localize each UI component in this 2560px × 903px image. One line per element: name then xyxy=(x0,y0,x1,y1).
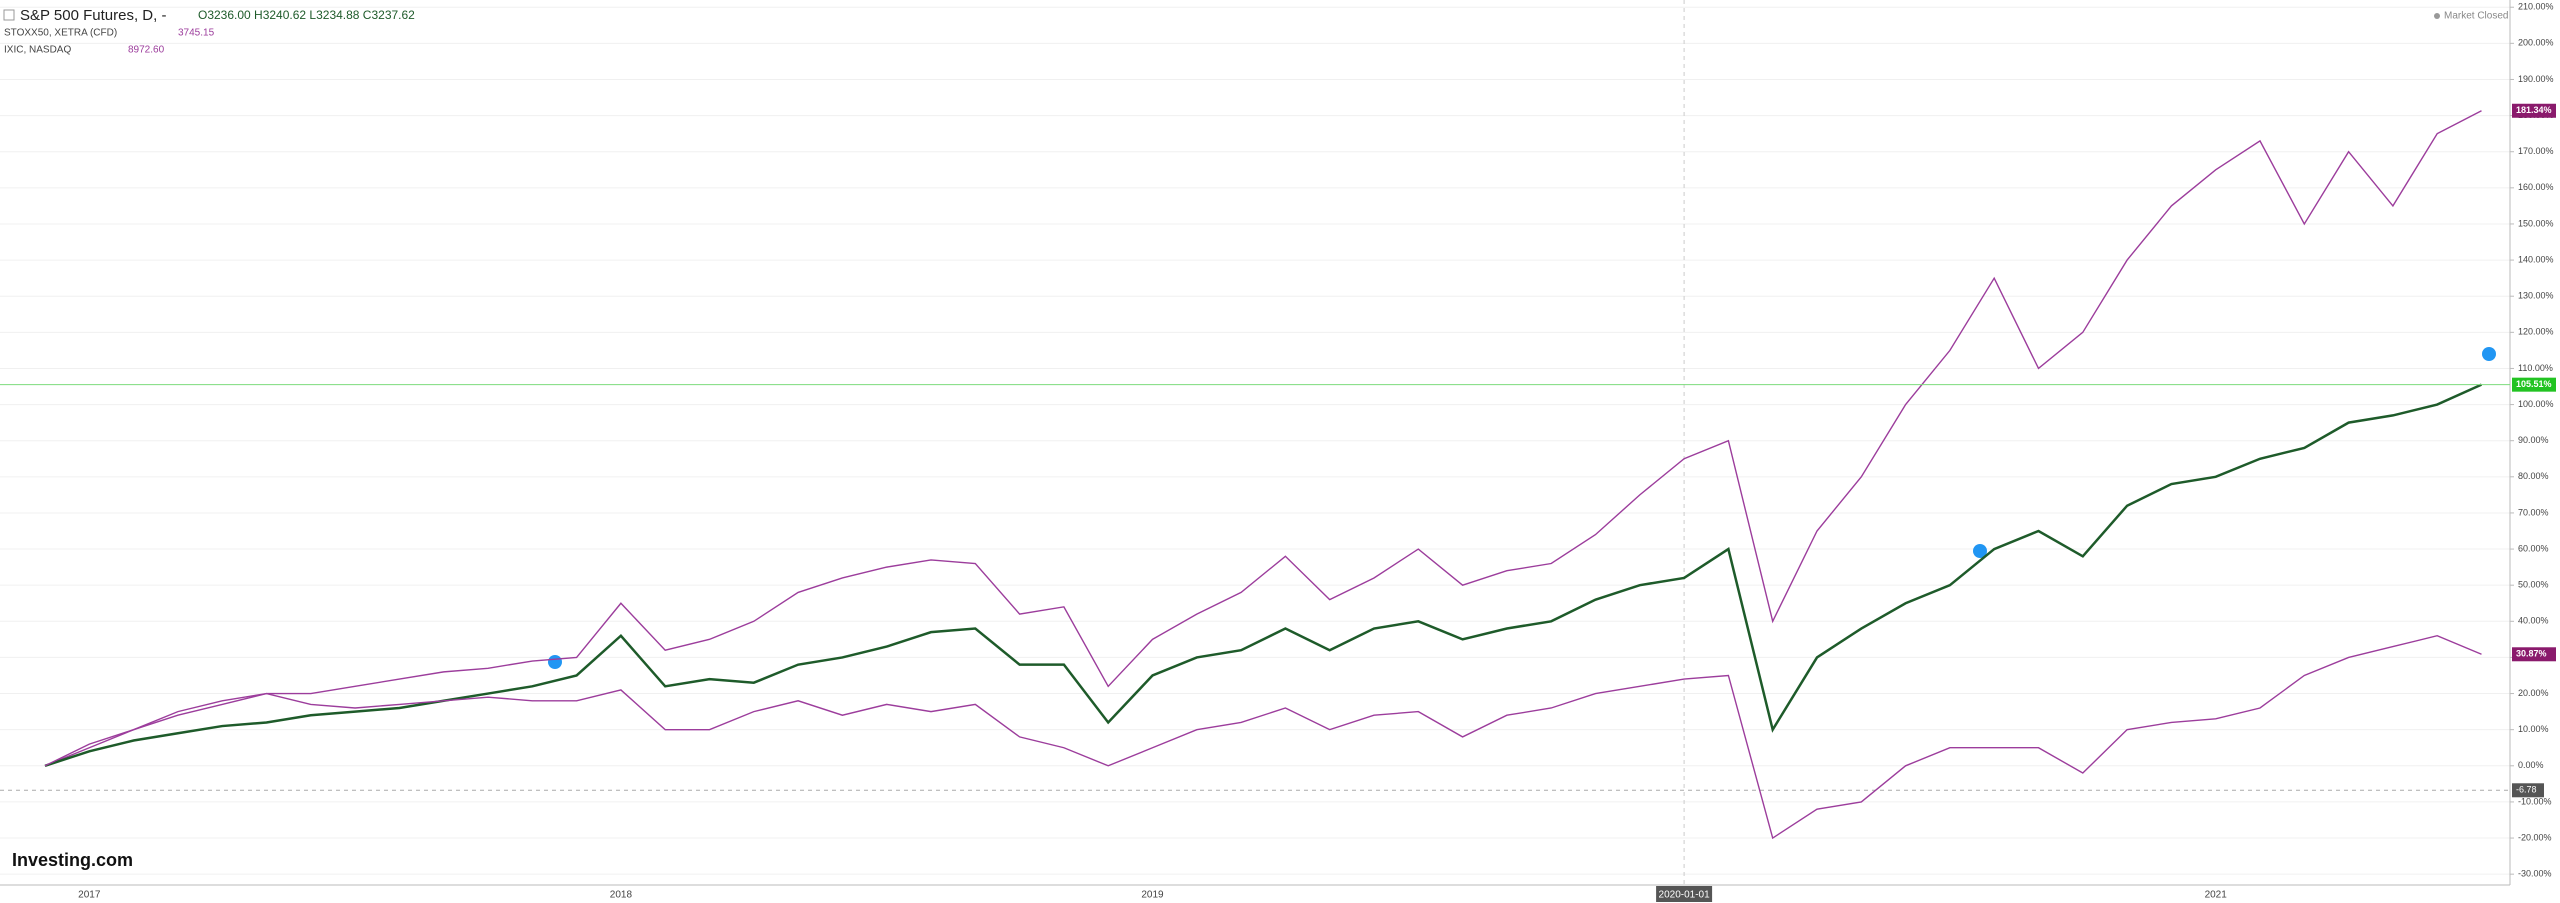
y-tick-label: 0.00% xyxy=(2518,760,2544,770)
y-tick-label: 150.00% xyxy=(2518,218,2554,228)
y-tick-label: 40.00% xyxy=(2518,616,2549,626)
y-tick-label: 190.00% xyxy=(2518,74,2554,84)
value-label: 30.87% xyxy=(2516,649,2547,659)
x-tick-label: 2019 xyxy=(1141,890,1164,901)
chart-title: S&P 500 Futures, D, - xyxy=(20,7,166,24)
y-tick-label: 140.00% xyxy=(2518,254,2554,264)
collapse-icon[interactable] xyxy=(3,9,15,21)
legend-entry: IXIC, NASDAQ xyxy=(4,45,71,56)
market-status: Market Closed xyxy=(2444,11,2508,22)
x-tick-label: 2021 xyxy=(2205,890,2228,901)
legend-entry: STOXX50, XETRA (CFD) xyxy=(4,28,117,39)
y-tick-label: -30.00% xyxy=(2518,869,2552,879)
x-tick-label: 2018 xyxy=(610,890,633,901)
event-marker[interactable] xyxy=(1973,544,1987,558)
y-tick-label: 130.00% xyxy=(2518,291,2554,301)
series-line xyxy=(44,635,2482,840)
y-tick-label: -10.00% xyxy=(2518,796,2552,806)
y-tick-label: 90.00% xyxy=(2518,435,2549,445)
value-label: 105.51% xyxy=(2516,379,2552,389)
value-label-bg xyxy=(2512,647,2556,662)
series-line xyxy=(44,110,2482,767)
crosshair-label-bg xyxy=(2512,783,2544,798)
legend-value: 8972.60 xyxy=(128,45,165,56)
event-marker[interactable] xyxy=(548,655,562,669)
y-tick-label: -20.00% xyxy=(2518,832,2552,842)
y-tick-label: 120.00% xyxy=(2518,327,2554,337)
crosshair-label: -6.78 xyxy=(2516,785,2537,795)
status-dot xyxy=(2434,13,2440,19)
crosshair-label-bg xyxy=(1656,886,1713,902)
value-label-bg xyxy=(2512,103,2556,118)
x-tick-label: 2017 xyxy=(78,890,101,901)
value-label: 181.34% xyxy=(2516,105,2552,115)
y-tick-label: 200.00% xyxy=(2518,38,2554,48)
y-tick-label: 160.00% xyxy=(2518,182,2554,192)
event-marker[interactable] xyxy=(2482,347,2496,361)
y-tick-label: 20.00% xyxy=(2518,688,2549,698)
y-tick-label: 170.00% xyxy=(2518,146,2554,156)
y-tick-label: 70.00% xyxy=(2518,507,2549,517)
y-tick-label: 50.00% xyxy=(2518,580,2549,590)
ohlc: O3236.00 H3240.62 L3234.88 C3237.62 xyxy=(198,8,415,22)
y-tick-label: 100.00% xyxy=(2518,399,2554,409)
legend-value: 3745.15 xyxy=(178,28,215,39)
y-tick-label: 210.00% xyxy=(2518,2,2554,12)
y-tick-label: 80.00% xyxy=(2518,471,2549,481)
value-label-bg xyxy=(2512,377,2556,392)
y-tick-label: 110.00% xyxy=(2518,363,2553,373)
logo: Investing.com xyxy=(12,850,133,870)
y-tick-label: 10.00% xyxy=(2518,724,2549,734)
y-tick-label: 60.00% xyxy=(2518,543,2549,553)
x-tick-label: 2020-01-01 xyxy=(1659,890,1711,901)
